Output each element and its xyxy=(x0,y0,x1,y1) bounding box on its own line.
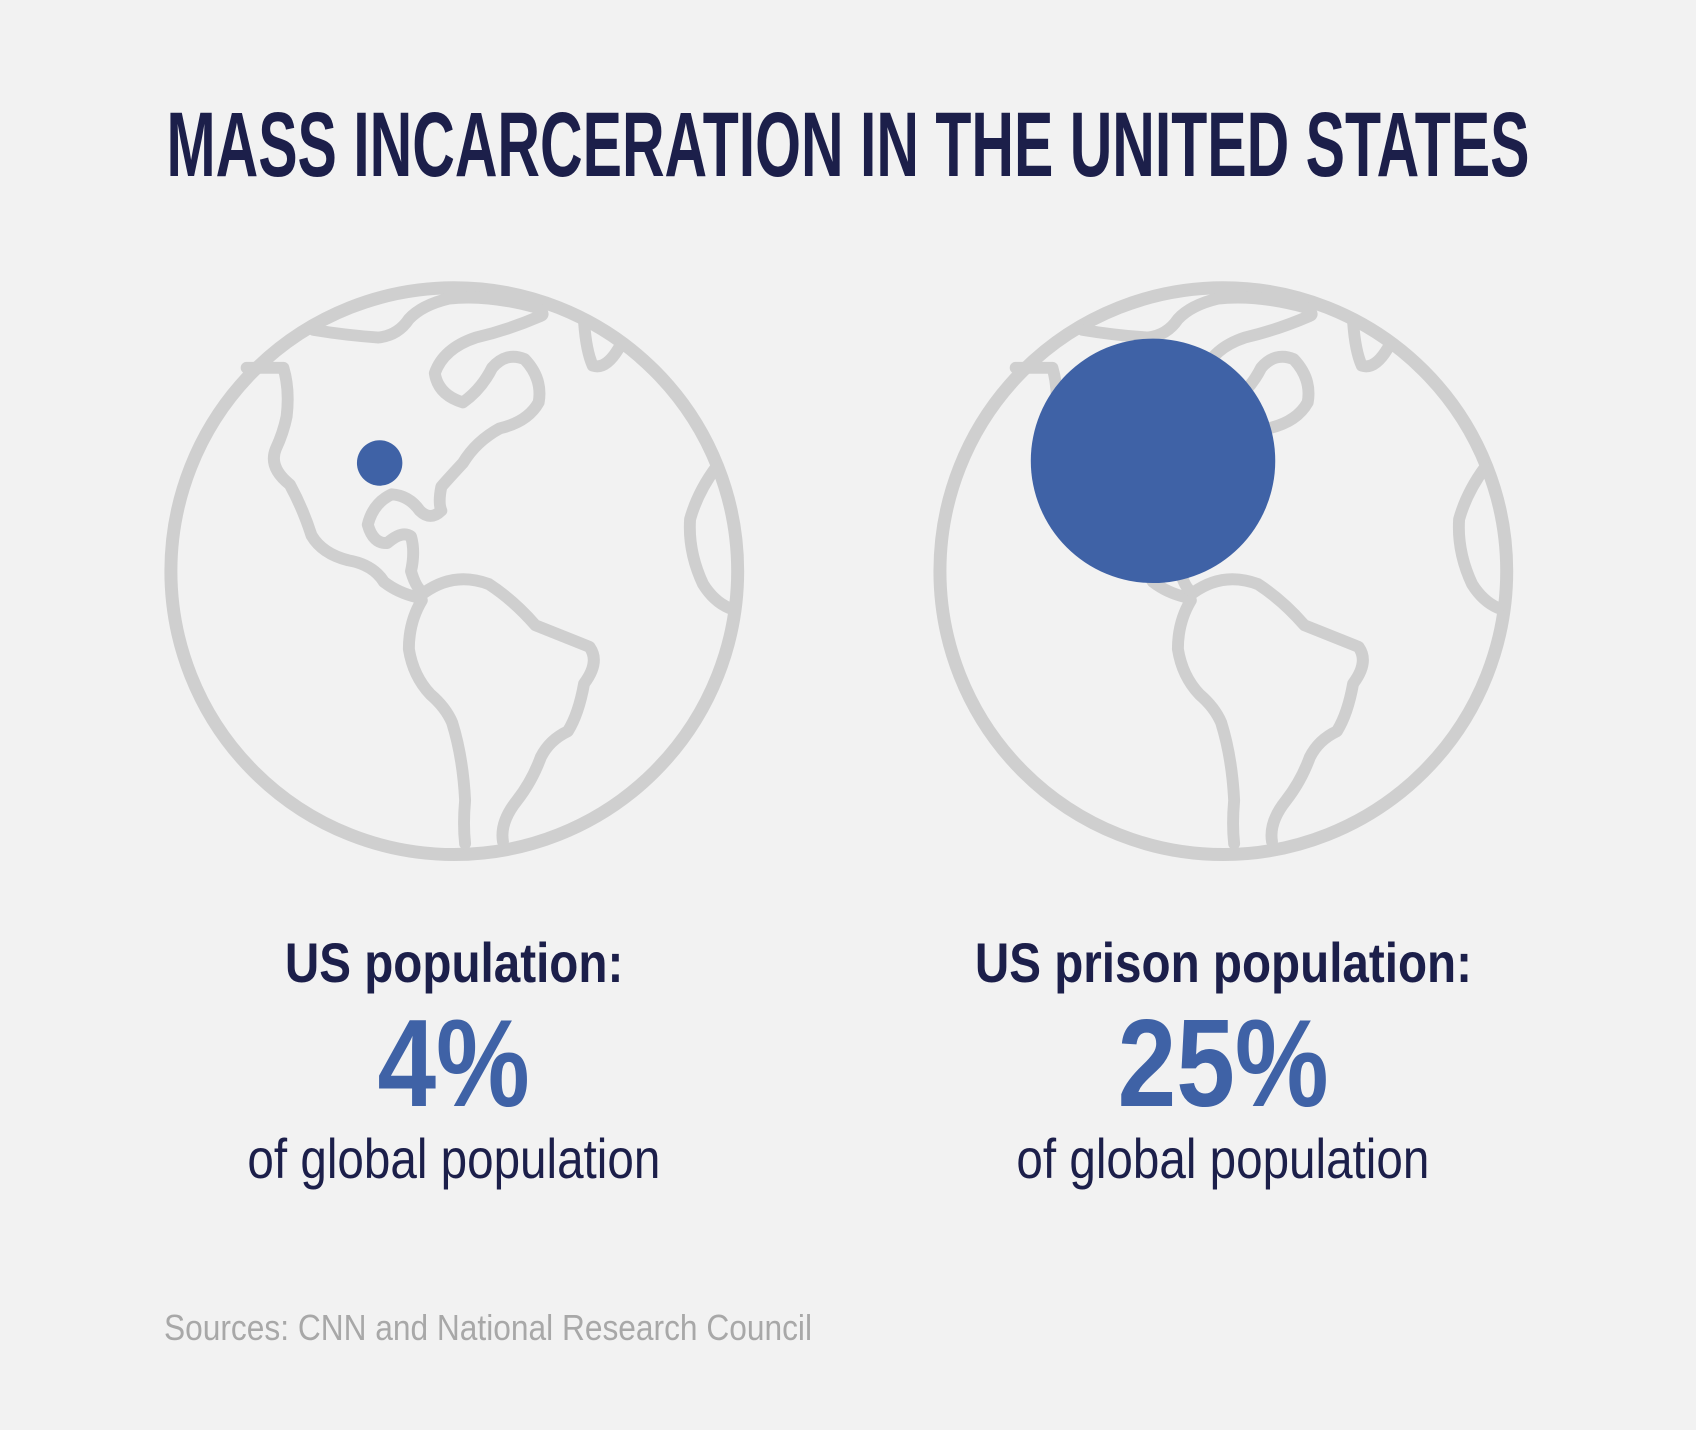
source-note: Sources: CNN and National Research Counc… xyxy=(164,1307,812,1348)
us-population-dot xyxy=(356,440,403,486)
stat-subtext: of global population xyxy=(247,1127,661,1190)
us-prison-population-dot xyxy=(1030,338,1276,584)
page-title: MASS INCARCERATION IN THE UNITED STATES xyxy=(167,96,1530,196)
stat-subtext: of global population xyxy=(1016,1127,1430,1190)
stat-value: 4% xyxy=(377,995,531,1133)
stat-value: 25% xyxy=(1117,995,1329,1133)
stat-us-population: US population: 4% of global population xyxy=(104,928,804,1194)
page-title-wrapper: MASS INCARCERATION IN THE UNITED STATES xyxy=(167,96,1530,196)
stat-label: US population: xyxy=(284,931,624,994)
stat-us-prison-population: US prison population: 25% of global popu… xyxy=(873,928,1573,1194)
globe-left xyxy=(171,288,738,855)
stat-label: US prison population: xyxy=(974,931,1472,994)
